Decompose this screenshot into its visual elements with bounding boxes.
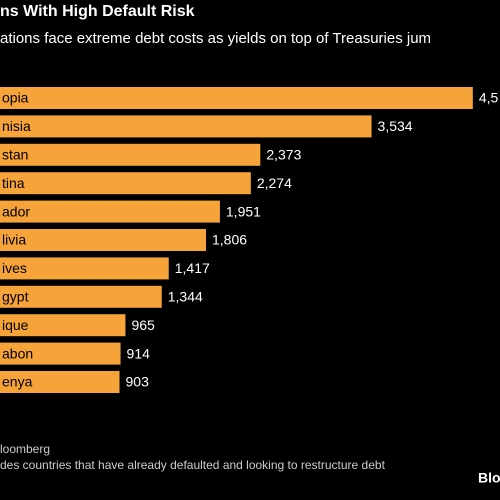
bar (0, 87, 473, 109)
value-label: 1,806 (212, 232, 247, 248)
bar (0, 115, 372, 138)
value-label: 1,417 (175, 260, 210, 276)
value-label: 914 (127, 345, 151, 361)
bar (0, 229, 207, 251)
source: loomberg (0, 442, 50, 456)
category-label: ique (2, 317, 29, 333)
category-label: nisia (2, 118, 31, 134)
category-label: stan (2, 147, 28, 163)
value-label: 1,951 (226, 203, 261, 219)
value-label: 903 (126, 374, 150, 390)
bar (0, 143, 261, 166)
chart-subtitle: ations face extreme debt costs as yields… (0, 30, 431, 47)
logo: Blo (478, 470, 500, 486)
category-label: gypt (2, 289, 29, 305)
bar (0, 172, 251, 195)
bar (0, 285, 162, 308)
category-label: livia (2, 232, 26, 248)
category-label: abon (2, 345, 33, 361)
bar (0, 257, 169, 280)
note: des countries that have already defaulte… (0, 458, 386, 472)
category-label: ives (2, 260, 27, 276)
value-label: 965 (131, 317, 155, 333)
value-label: 3,534 (378, 118, 413, 134)
bar (0, 371, 120, 393)
category-label: opia (2, 90, 29, 106)
category-label: enya (2, 374, 33, 390)
bar (0, 200, 220, 223)
category-label: tina (2, 175, 25, 191)
bar (0, 314, 126, 337)
value-label: 2,373 (266, 147, 301, 163)
category-label: ador (2, 203, 30, 219)
bar (0, 342, 121, 365)
chart-title: ns With High Default Risk (0, 3, 195, 20)
value-label: 2,274 (257, 175, 292, 191)
value-label: 4,5 (479, 90, 499, 106)
value-label: 1,344 (168, 289, 203, 305)
